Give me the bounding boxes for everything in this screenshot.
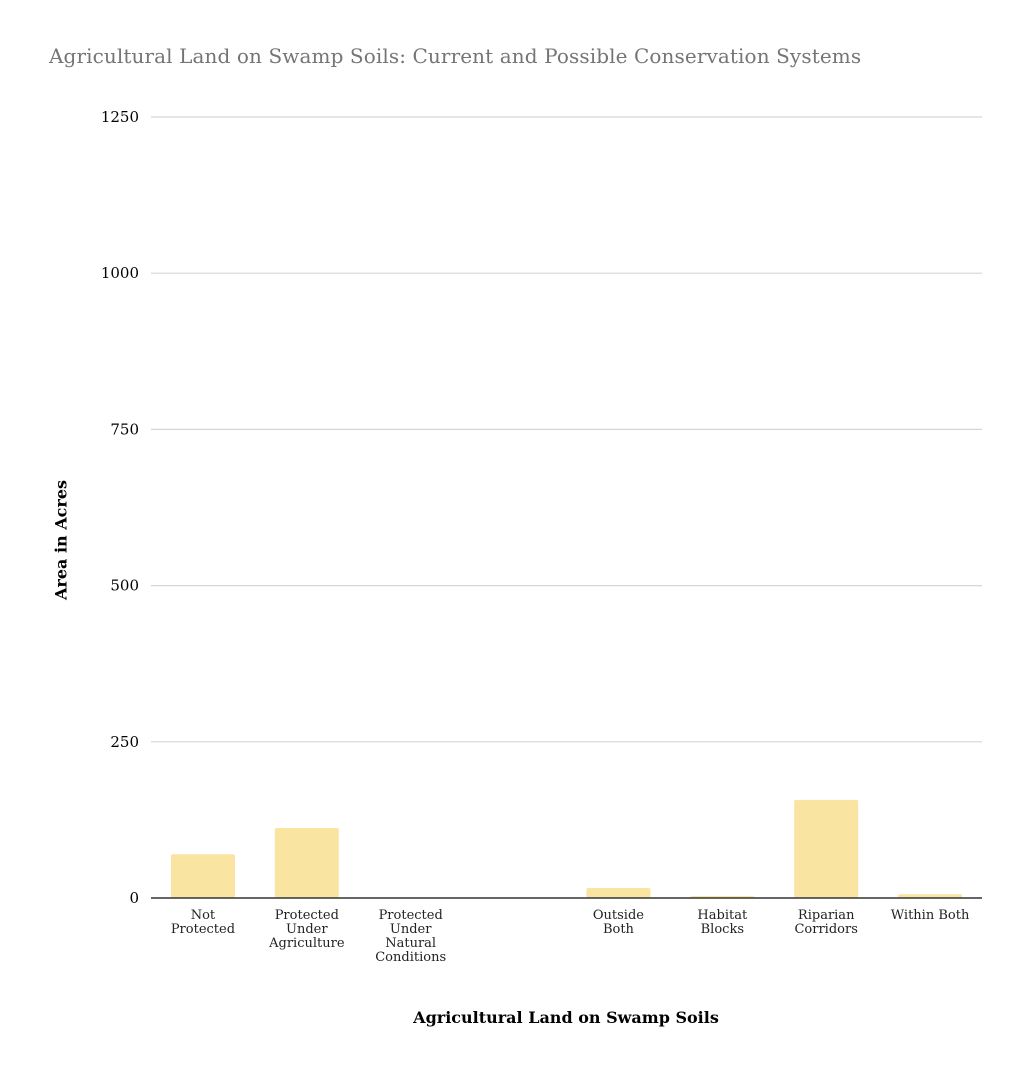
x-tick-label: Riparian <box>798 908 855 923</box>
gridlines <box>151 116 982 743</box>
x-tick-label: Within Both <box>891 908 970 923</box>
y-tick-label: 1250 <box>101 108 139 126</box>
bar <box>274 828 339 898</box>
y-tick-label: 1000 <box>101 264 139 282</box>
x-tick-label: Under <box>390 922 432 937</box>
bar <box>898 894 963 898</box>
bar <box>794 799 859 898</box>
y-tick-labels: 0 250 500 750 1000 1250 <box>101 108 139 907</box>
x-axis-label: Agricultural Land on Swamp Soils <box>413 1008 719 1027</box>
y-axis-label: Area in Acres <box>51 479 71 601</box>
x-tick-label: Corridors <box>794 922 857 937</box>
x-tick-label: Outside <box>593 908 644 923</box>
bar <box>586 888 651 898</box>
x-tick-labels: NotProtectedProtectedUnderAgriculturePro… <box>171 908 970 965</box>
chart-title: Agricultural Land on Swamp Soils: Curren… <box>49 44 862 68</box>
bar <box>170 854 235 898</box>
x-tick-label: Conditions <box>375 950 446 965</box>
y-tick-label: 500 <box>110 577 139 595</box>
x-tick-label: Not <box>191 908 216 923</box>
y-tick-label: 750 <box>110 420 139 438</box>
x-tick-label: Protected <box>171 922 235 937</box>
y-tick-label: 250 <box>110 733 139 751</box>
x-tick-label: Natural <box>385 936 436 951</box>
x-tick-label: Agriculture <box>268 936 345 951</box>
x-tick-label: Protected <box>379 908 443 923</box>
x-tick-label: Blocks <box>701 922 744 937</box>
x-tick-label: Habitat <box>697 908 748 923</box>
bars <box>170 799 963 898</box>
x-tick-label: Protected <box>275 908 339 923</box>
y-tick-label: 0 <box>129 889 139 907</box>
x-tick-label: Both <box>603 922 635 937</box>
x-tick-label: Under <box>286 922 328 937</box>
